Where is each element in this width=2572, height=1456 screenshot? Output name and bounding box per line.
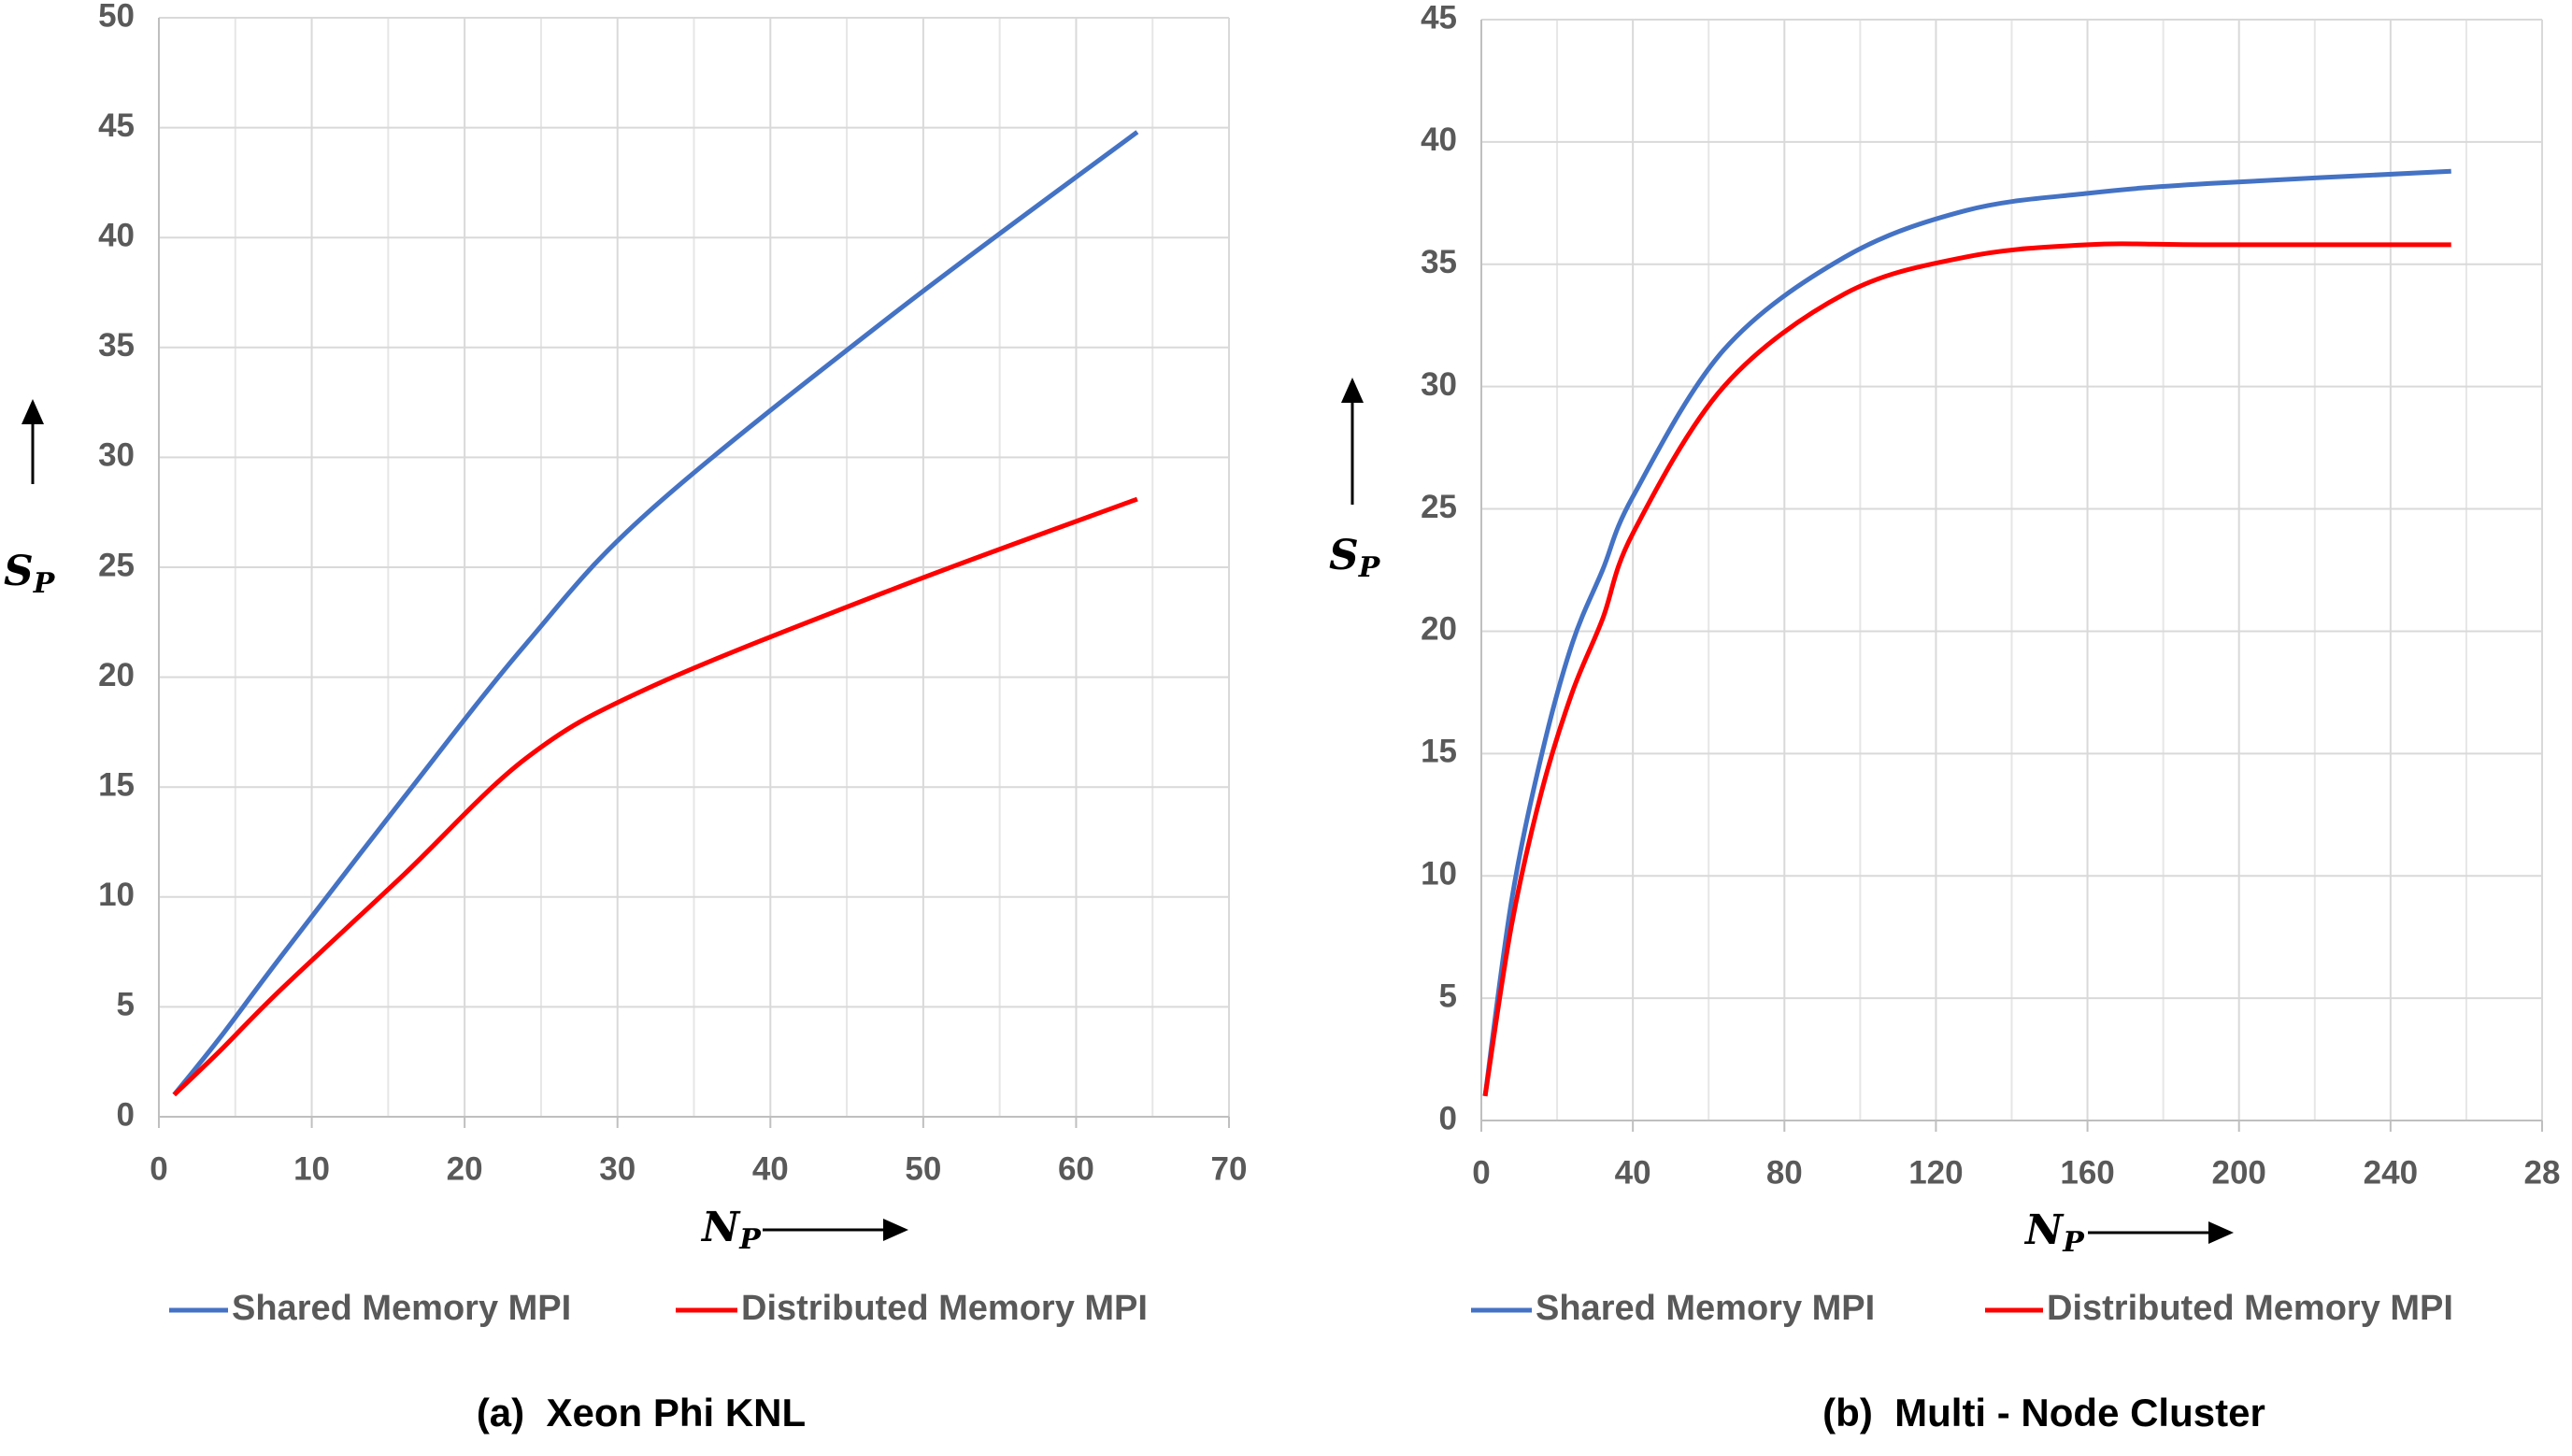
y-axis-title-sub: P [33, 567, 56, 600]
y-tick-label: 35 [98, 327, 135, 364]
x-axis-title-main: N [2023, 1206, 2065, 1254]
series-line [172, 130, 1139, 1097]
x-tick-label: 0 [150, 1150, 167, 1187]
x-tick-label: 200 [2212, 1154, 2266, 1191]
y-tick-label: 30 [98, 437, 135, 474]
x-axis-title-sub: P [738, 1223, 762, 1256]
y-tick-label: 25 [1421, 489, 1457, 525]
legend-label: Distributed Memory MPI [2047, 1289, 2453, 1328]
x-tick-label: 160 [2060, 1154, 2114, 1191]
legend-label: Shared Memory MPI [1536, 1289, 1875, 1328]
x-axis-title-sub: P [2062, 1226, 2085, 1259]
y-axis-title: SP [1329, 532, 1381, 585]
x-tick-label: 20 [447, 1150, 483, 1187]
y-tick-label: 10 [1421, 855, 1457, 892]
y-tick-label: 10 [98, 877, 135, 913]
y-axis-title-sub: P [1358, 551, 1381, 584]
legend-label: Shared Memory MPI [232, 1289, 571, 1328]
x-axis-title-main: N [700, 1204, 741, 1251]
y-tick-label: 45 [98, 107, 135, 144]
x-tick-label: 30 [599, 1150, 636, 1187]
x-tick-label: 40 [752, 1150, 789, 1187]
series-line [172, 496, 1138, 1097]
x-tick-label: 240 [2364, 1154, 2418, 1191]
x-tick-label: 50 [905, 1150, 941, 1187]
y-tick-label: 0 [1439, 1100, 1457, 1136]
y-axis-title-main: S [4, 548, 34, 595]
y-tick-label: 0 [117, 1096, 135, 1133]
x-tick-label: 70 [1211, 1150, 1248, 1187]
x-tick-label: 28 [2524, 1154, 2561, 1191]
y-tick-label: 5 [1439, 978, 1457, 1014]
series-line [1482, 168, 2451, 1097]
y-tick-label: 15 [98, 766, 135, 803]
x-axis-title: NP [700, 1204, 762, 1257]
series-line [1482, 241, 2451, 1097]
y-tick-label: 20 [98, 657, 135, 693]
x-tick-label: 0 [1472, 1154, 1490, 1191]
y-tick-label: 25 [98, 547, 135, 583]
x-tick-label: 40 [1615, 1154, 1651, 1191]
y-tick-label: 40 [98, 217, 135, 253]
x-tick-label: 60 [1058, 1150, 1094, 1187]
y-tick-label: 30 [1421, 366, 1457, 403]
y-tick-label: 5 [117, 987, 135, 1023]
legend-label: Distributed Memory MPI [741, 1289, 1148, 1328]
x-tick-label: 80 [1766, 1154, 1803, 1191]
x-tick-label: 120 [1908, 1154, 1963, 1191]
y-tick-label: 50 [98, 0, 135, 34]
caption: (a) Xeon Phi KNL [477, 1391, 806, 1435]
y-axis-title: SP [4, 548, 56, 601]
y-tick-label: 35 [1421, 244, 1457, 280]
x-tick-label: 10 [293, 1150, 330, 1187]
y-tick-label: 45 [1421, 0, 1457, 36]
y-tick-label: 40 [1421, 121, 1457, 158]
y-tick-label: 20 [1421, 611, 1457, 648]
caption: (b) Multi - Node Cluster [1822, 1391, 2265, 1435]
y-tick-label: 15 [1421, 734, 1457, 770]
y-axis-title-main: S [1329, 532, 1359, 579]
x-axis-title: NP [2023, 1206, 2085, 1260]
